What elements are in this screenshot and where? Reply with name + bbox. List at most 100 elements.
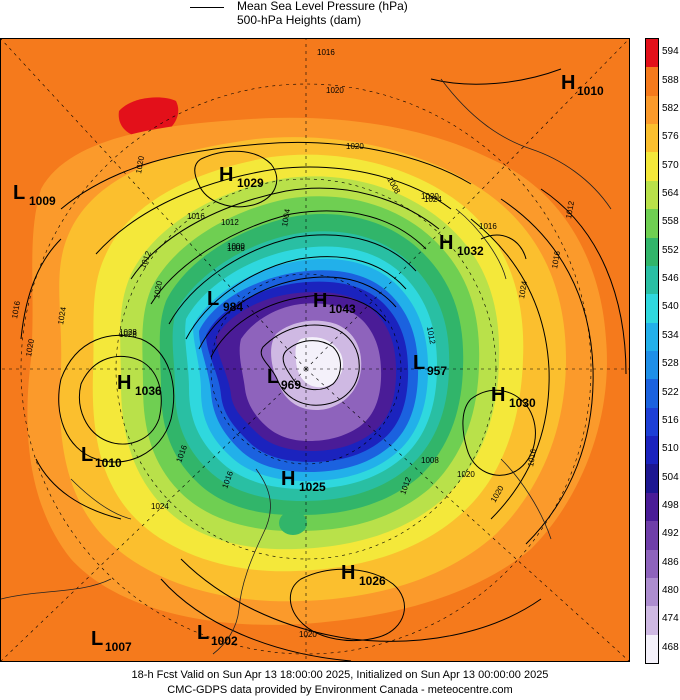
colorbar-label: 594 [662,46,679,58]
svg-text:L: L [267,366,279,388]
colorbar-label: 522 [662,386,679,398]
map-canvas: 1016 1020 1020 1016 1012 1008 1020 1024 … [1,39,629,661]
isobar-label: 1020 [24,338,36,358]
isobar-label: 1020 [134,155,146,175]
colorbar-label: 564 [662,188,679,199]
isobar-label: 1008 [421,456,439,465]
svg-text:L: L [13,182,25,204]
pressure-system-high: H 1025 [281,468,326,494]
svg-text:H: H [219,164,233,186]
coastlines [1,78,612,655]
svg-text:1036: 1036 [135,384,162,398]
pressure-system-low: L 984 [207,288,243,314]
svg-text:1010: 1010 [577,84,604,98]
svg-text:H: H [341,562,355,584]
colorbar-swatch [646,464,658,494]
colorbar-swatch [646,265,658,295]
isobar-label: 1024 [517,280,529,300]
svg-text:L: L [197,622,209,644]
svg-text:969: 969 [281,378,301,392]
colorbar-label: 588 [662,74,679,86]
svg-text:1010: 1010 [95,456,122,470]
isobar-label: 1024 [151,502,169,511]
colorbar-swatch [646,152,658,182]
isobar-label: 1008 [227,244,245,253]
pressure-system-high: H 1043 [313,290,356,316]
colorbar-label: 576 [662,131,679,143]
isobar-label: 1016 [187,212,205,221]
pressure-systems: H 1010 L 1009 H 1029 H 1032 L 984 H 1043 [13,72,604,654]
pressure-system-low: L 1010 [81,444,122,470]
pressure-system-low: L 1007 [91,628,132,654]
svg-text:1009: 1009 [29,194,56,208]
colorbar-swatch [646,492,658,522]
colorbar-label: 486 [662,556,679,568]
colorbar-label: 468 [662,641,679,653]
height-fill-594 [118,97,179,138]
colorbar-swatch [646,180,658,210]
svg-text:H: H [439,232,453,254]
colorbar-label: 570 [662,159,679,171]
data-credit: CMC-GDPS data provided by Environment Ca… [167,684,513,696]
svg-text:1025: 1025 [299,480,326,494]
legend-heights-label: 500-hPa Heights (dam) [237,13,362,27]
svg-text:H: H [313,290,327,312]
colorbar-label: 480 [662,585,679,597]
isobar-label: 1016 [550,250,562,270]
pressure-system-low: L 969 [267,366,301,392]
colorbar-swatch [646,67,658,97]
colorbar-label: 528 [662,358,679,370]
isobar-label: 1024 [424,195,442,204]
isobar-label: 1020 [299,630,317,639]
colorbar-swatch [646,294,658,324]
pressure-system-high: H 1010 [561,72,604,98]
colorbar-label: 534 [662,329,679,341]
colorbar-swatch [646,577,658,607]
svg-text:L: L [207,288,219,310]
svg-text:H: H [281,468,295,490]
forecast-map: 1016 1020 1020 1016 1012 1008 1020 1024 … [0,38,630,662]
isobar-label: 1012 [221,218,239,227]
map-legend: Mean Sea Level Pressure (hPa) 500-hPa He… [190,0,510,34]
height-colorbar [645,38,659,664]
colorbar-swatch [646,436,658,465]
isobar-label: 1020 [421,192,439,201]
svg-text:1002: 1002 [211,634,238,648]
colorbar-label: 474 [662,613,679,625]
svg-text:H: H [117,372,131,394]
isobar-label: 1004 [280,208,292,228]
isobar-label: 1020 [326,86,344,95]
isobar-label: 1016 [317,48,335,57]
colorbar-label: 498 [662,500,679,511]
isobar-label: 1000 [227,242,245,251]
colorbar-label: 582 [662,102,679,114]
svg-text:H: H [561,72,575,94]
isobar-label: 1028 [119,330,137,339]
colorbar-swatch [646,606,658,636]
height-fill-552-blob [279,511,307,535]
colorbar-label: 504 [662,471,679,483]
colorbar-swatch [646,549,658,579]
svg-text:1043: 1043 [329,302,356,316]
pressure-system-high: H 1029 [219,164,264,190]
height-fill-468 [295,337,343,388]
isobar-label: 1020 [152,280,164,300]
isobar-label: 1024 [56,306,68,326]
colorbar-swatch [646,124,658,153]
colorbar-label: 516 [662,414,679,426]
colorbar-label: 540 [662,301,679,313]
isobar-label: 1012 [564,200,576,220]
isobar-label: 1016 [526,448,538,468]
pressure-system-low: L 1002 [197,622,238,648]
isobar-label: 1012 [425,326,437,346]
isobar-line-swatch [190,7,224,8]
svg-text:1007: 1007 [105,640,132,654]
forecast-valid-time: 18-h Fcst Valid on Sun Apr 13 18:00:00 2… [131,669,549,681]
colorbar-swatch [646,237,658,267]
isobar-label-group: 1016 1020 1020 1016 1012 1008 1020 1024 … [10,48,576,639]
legend-mslp-label: Mean Sea Level Pressure (hPa) [237,0,408,13]
isobar-label: 1028 [119,328,137,337]
colorbar-swatch [646,634,658,664]
colorbar-label: 552 [662,244,679,256]
colorbar-label: 510 [662,443,679,455]
